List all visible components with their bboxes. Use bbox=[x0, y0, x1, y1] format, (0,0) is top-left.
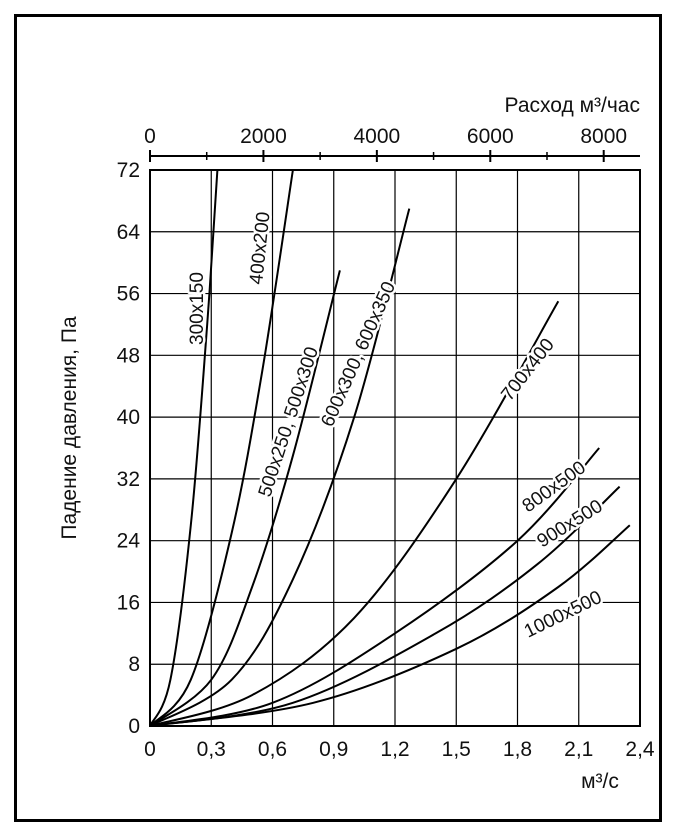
chart-frame bbox=[14, 14, 662, 822]
x-tick-label: 2,1 bbox=[564, 738, 593, 761]
x-tick-label: 1,5 bbox=[442, 738, 471, 761]
y-tick-label: 56 bbox=[117, 283, 140, 306]
y-tick-label: 32 bbox=[117, 468, 140, 491]
x-tick-label: 1,8 bbox=[503, 738, 532, 761]
y-tick-label: 64 bbox=[117, 221, 141, 244]
curve-1000x500 bbox=[149, 524, 631, 727]
curve-600x300-600x350 bbox=[149, 208, 411, 727]
curve-400x200 bbox=[149, 169, 294, 727]
curve-label: 300x150 bbox=[187, 272, 208, 345]
x-tick-label: 0 bbox=[144, 738, 156, 761]
curve-700x400 bbox=[149, 300, 560, 727]
y-tick-label: 16 bbox=[117, 591, 140, 614]
curve-800x500 bbox=[149, 447, 600, 727]
curve-label: 700x400 bbox=[497, 335, 558, 405]
curve-label: 400x200 bbox=[246, 211, 275, 286]
curve-label-halo: 300x150 bbox=[187, 272, 208, 345]
curve-300x150 bbox=[149, 169, 219, 727]
grid bbox=[149, 169, 641, 727]
plot-border bbox=[149, 169, 641, 727]
y-tick-label: 8 bbox=[128, 653, 140, 676]
curve-label: 1000x500 bbox=[521, 587, 605, 642]
x-tick-label: 0,3 bbox=[197, 738, 226, 761]
y-tick-label: 40 bbox=[117, 406, 140, 429]
x2-tick-label: 4000 bbox=[353, 125, 400, 148]
bottom-axis-title: м³/с bbox=[581, 770, 619, 793]
left-axis-title: Падение давления, Па bbox=[58, 316, 81, 540]
left-axis-ticks: 0 8 16 24 32 40 48 56 64 72 bbox=[117, 159, 141, 738]
y-tick-label: 72 bbox=[117, 159, 140, 182]
y-tick-label: 24 bbox=[117, 530, 141, 553]
y-tick-label: 48 bbox=[117, 344, 140, 367]
x2-tick-label: 8000 bbox=[580, 125, 627, 148]
x-tick-label: 2,4 bbox=[625, 738, 655, 761]
curve-label: 500x250, 500x300 bbox=[255, 344, 323, 499]
x-tick-label: 0,6 bbox=[258, 738, 287, 761]
bottom-axis-ticks: 0 0,3 0,6 0,9 1,2 1,5 1,8 2,1 2,4 bbox=[144, 738, 655, 761]
x-tick-label: 0,9 bbox=[319, 738, 348, 761]
x2-tick-label: 6000 bbox=[467, 125, 514, 148]
x2-tick-label: 0 bbox=[144, 125, 156, 148]
x2-tick-label: 2000 bbox=[240, 125, 287, 148]
top-axis-title: Расход м³/час bbox=[505, 94, 640, 117]
curve-500x250-500x300 bbox=[149, 270, 341, 727]
y-tick-label: 0 bbox=[128, 715, 140, 738]
x-tick-label: 1,2 bbox=[380, 738, 409, 761]
curve-label: 600x300, 600x350 bbox=[317, 279, 400, 430]
curves bbox=[149, 169, 631, 727]
